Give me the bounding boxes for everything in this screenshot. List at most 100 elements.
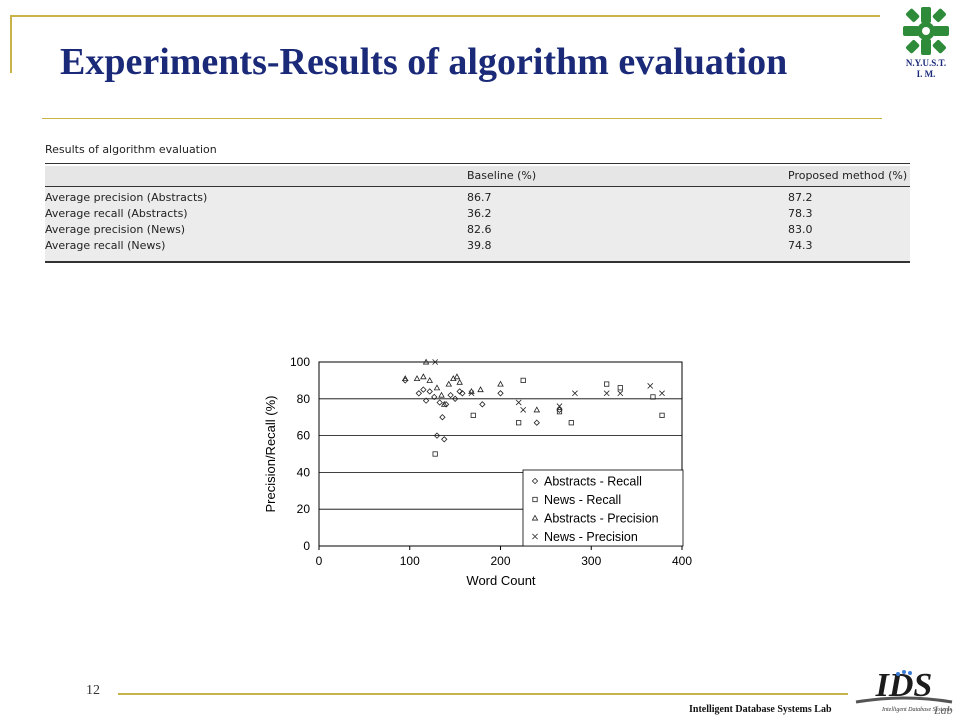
data-point <box>520 406 527 413</box>
top-frame-rule <box>10 15 880 17</box>
x-tick-label: 400 <box>672 554 692 568</box>
y-tick-label: 40 <box>297 465 311 479</box>
data-point <box>422 397 430 404</box>
data-point <box>659 390 665 397</box>
data-point <box>477 386 484 393</box>
left-frame-rule <box>10 15 12 73</box>
data-point <box>453 373 461 380</box>
org-name-line2: I. M. <box>916 69 936 79</box>
data-point <box>431 393 438 401</box>
legend-label: Abstracts - Precision <box>544 512 659 526</box>
data-point <box>572 390 578 397</box>
x-axis: 0 100 200 300 400 <box>316 546 692 568</box>
table-cell-baseline: 86.7 <box>467 191 492 204</box>
y-tick-label: 100 <box>290 355 310 369</box>
data-point <box>420 373 427 380</box>
lab-logo-sub: Lab <box>933 703 953 717</box>
legend-marker <box>532 533 538 540</box>
legend-marker <box>531 477 539 485</box>
x-tick-label: 0 <box>316 554 323 568</box>
scatter-chart: 0 20 40 60 80 100 0 100 200 300 400 Abstracts - R… <box>263 355 692 588</box>
lab-logo-tagline: Intelligent Database Systems <box>881 707 952 713</box>
data-point <box>432 451 438 457</box>
data-point <box>456 378 463 385</box>
data-point <box>422 358 430 365</box>
footer-lab-name: Intelligent Database Systems Lab <box>689 704 832 715</box>
legend-marker <box>532 496 538 503</box>
page-number: 12 <box>86 683 100 698</box>
data-point <box>432 359 439 365</box>
table-top-rule <box>45 163 910 164</box>
table-header-proposed: Proposed method (%) <box>788 169 908 182</box>
data-point <box>568 420 574 426</box>
table-caption: Results of algorithm evaluation <box>45 143 217 156</box>
org-name-line1: N.Y.U.S.T. <box>905 58 947 68</box>
data-point <box>647 383 654 389</box>
data-point <box>447 391 454 399</box>
legend-marker <box>531 514 539 521</box>
data-point <box>520 377 526 384</box>
table-cell-metric: Average precision (News) <box>45 223 186 236</box>
table-cell-metric: Average recall (News) <box>45 239 166 252</box>
data-point <box>556 406 563 414</box>
data-point <box>604 381 610 387</box>
data-point <box>436 399 443 406</box>
data-point <box>426 388 433 395</box>
data-point <box>459 390 466 397</box>
data-point <box>439 414 446 421</box>
table-cell-metric: Average precision (Abstracts) <box>45 191 208 204</box>
x-tick-label: 300 <box>581 554 601 568</box>
y-tick-label: 20 <box>297 502 311 516</box>
data-point <box>515 399 522 406</box>
university-emblem-icon <box>903 7 949 55</box>
table-cell-baseline: 82.6 <box>467 223 492 236</box>
data-point <box>533 419 540 426</box>
x-tick-label: 200 <box>490 554 510 568</box>
data-point <box>456 388 463 395</box>
data-point <box>617 390 624 397</box>
y-axis: 0 20 40 60 80 100 <box>290 355 310 553</box>
table-bottom-rule <box>45 261 910 263</box>
lab-logo-swoosh-icon <box>855 696 953 704</box>
data-point <box>413 375 421 382</box>
table-cell-proposed: 78.3 <box>788 207 813 220</box>
table-body: Average precision (Abstracts) 86.7 87.2 … <box>45 187 910 261</box>
legend-label: Abstracts - Recall <box>544 475 642 489</box>
data-point <box>516 420 522 426</box>
slide-title: Experiments-Results of algorithm evaluat… <box>60 41 788 83</box>
data-point <box>442 401 450 408</box>
data-point <box>451 395 459 402</box>
data-point <box>603 390 610 397</box>
table-cell-proposed: 87.2 <box>788 191 813 204</box>
data-point <box>497 390 504 397</box>
y-tick-label: 0 <box>303 539 310 553</box>
legend-label: News - Precision <box>544 530 638 544</box>
chart-legend: Abstracts - Recall News - Recall Abstracts… <box>522 469 684 547</box>
data-point <box>650 394 656 400</box>
data-point <box>617 385 623 391</box>
data-point <box>659 412 665 418</box>
legend-label: News - Recall <box>544 493 621 507</box>
table-cell-proposed: 83.0 <box>788 223 813 236</box>
data-point <box>445 380 453 387</box>
table-cell-metric: Average recall (Abstracts) <box>45 207 188 220</box>
data-point <box>556 403 563 410</box>
table-cell-baseline: 36.2 <box>467 207 492 220</box>
table-cell-baseline: 39.8 <box>467 239 492 252</box>
data-point <box>426 376 433 383</box>
x-tick-label: 100 <box>400 554 420 568</box>
data-point <box>441 436 448 443</box>
table-cell-proposed: 74.3 <box>788 239 813 252</box>
data-point <box>556 409 563 415</box>
table-header-row: Baseline (%) Proposed method (%) <box>45 166 910 186</box>
data-point <box>420 386 427 393</box>
title-divider <box>42 118 882 119</box>
chart-points <box>401 358 665 457</box>
y-axis-label: Precision/Recall (%) <box>263 395 278 512</box>
data-point <box>415 390 422 397</box>
data-point <box>479 401 486 408</box>
footer-rule <box>118 693 848 695</box>
table-header-baseline: Baseline (%) <box>467 169 537 182</box>
table-header-rule <box>45 186 910 187</box>
university-logo: N.Y.U.S.T. I. M. <box>894 4 958 96</box>
